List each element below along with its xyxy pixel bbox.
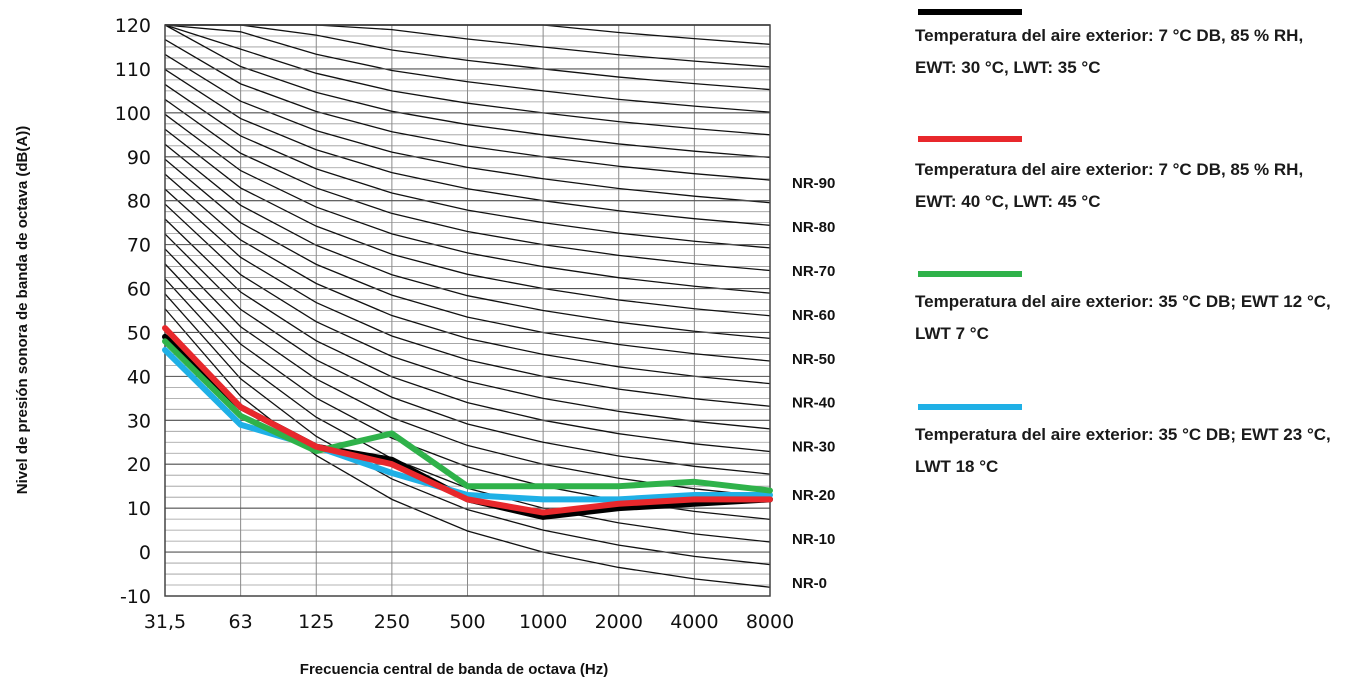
legend-label-2: Temperatura del aire exterior: 7 °C DB, …	[915, 160, 1304, 211]
y-tick-label: 30	[127, 410, 151, 432]
y-tick-label: 40	[127, 366, 151, 388]
x-tick-label: 2000	[595, 611, 643, 633]
nr-label: NR-0	[792, 575, 827, 592]
nr-curve	[164, 113, 771, 294]
nr-curve	[164, 24, 771, 159]
legend-label-1: Temperatura del aire exterior: 7 °C DB, …	[915, 26, 1304, 77]
nr-curve	[164, 158, 771, 362]
y-tick-label: 60	[127, 279, 151, 301]
nr-curve	[164, 24, 771, 113]
nr-label: NR-60	[792, 307, 835, 324]
legend-swatch-2	[918, 136, 1022, 142]
nr-curve	[164, 188, 771, 407]
plot-frame	[164, 24, 771, 597]
x-tick-label: 500	[449, 611, 485, 633]
y-axis-label: Nivel de presión sonora de banda de octa…	[14, 126, 31, 494]
nr-curve	[164, 83, 771, 249]
legend-swatch-3	[918, 271, 1022, 277]
legend-swatch-4	[918, 404, 1022, 410]
nr-curve	[164, 53, 771, 204]
nr-label: NR-20	[792, 487, 835, 504]
y-tick-label: 70	[127, 235, 151, 257]
x-tick-label: 125	[298, 611, 334, 633]
legend-label-3: Temperatura del aire exterior: 35 °C DB;…	[915, 292, 1331, 343]
nr-curve	[164, 173, 771, 385]
x-axis-ticks: 31,5 63 125 250 500 1000 2000 4000 8000	[144, 611, 794, 633]
series-lines	[162, 325, 773, 520]
nr-curve	[165, 24, 771, 91]
nr-label: NR-90	[792, 175, 835, 192]
nr-label: NR-10	[792, 531, 835, 548]
nr-label: NR-50	[792, 351, 835, 368]
x-tick-label: 4000	[670, 611, 718, 633]
nr-label: NR-30	[792, 439, 835, 456]
y-tick-label: 120	[115, 15, 151, 37]
x-tick-label: 8000	[746, 611, 794, 633]
y-tick-label: 100	[115, 103, 151, 125]
y-tick-label: 20	[127, 454, 151, 476]
x-tick-label: 63	[229, 611, 253, 633]
y-tick-label: -10	[120, 586, 151, 608]
legend-swatch-1	[918, 9, 1022, 15]
y-tick-label: 80	[127, 191, 151, 213]
nr-curve	[164, 68, 771, 226]
y-tick-label: 90	[127, 147, 151, 169]
x-axis-label: Frecuencia central de banda de octava (H…	[300, 661, 608, 678]
nr-curve	[164, 203, 771, 430]
nr-labels: NR-90 NR-80 NR-70 NR-60 NR-50 NR-40 NR-30 NR-20…	[792, 175, 835, 592]
nr-curve	[164, 38, 771, 181]
nr-label: NR-80	[792, 219, 835, 236]
nr-curve	[164, 24, 771, 136]
x-tick-label: 31,5	[144, 611, 186, 633]
y-tick-label: 110	[115, 59, 151, 81]
nr-curve	[164, 143, 771, 340]
y-tick-label: 0	[139, 542, 151, 564]
nr-label: NR-70	[792, 263, 835, 280]
nr-curve	[164, 233, 771, 475]
y-tick-label: 50	[127, 322, 151, 344]
y-tick-label: 10	[127, 498, 151, 520]
nr-label: NR-40	[792, 395, 835, 412]
nr-curve	[164, 308, 771, 588]
legend-label-4: Temperatura del aire exterior: 35 °C DB;…	[915, 425, 1331, 476]
x-tick-label: 1000	[519, 611, 567, 633]
nr-curve	[164, 98, 771, 272]
series-line-4	[162, 347, 773, 503]
series-line-2	[162, 325, 773, 516]
x-tick-label: 250	[374, 611, 410, 633]
series-line-3	[162, 338, 773, 494]
nr-curve	[164, 218, 771, 453]
